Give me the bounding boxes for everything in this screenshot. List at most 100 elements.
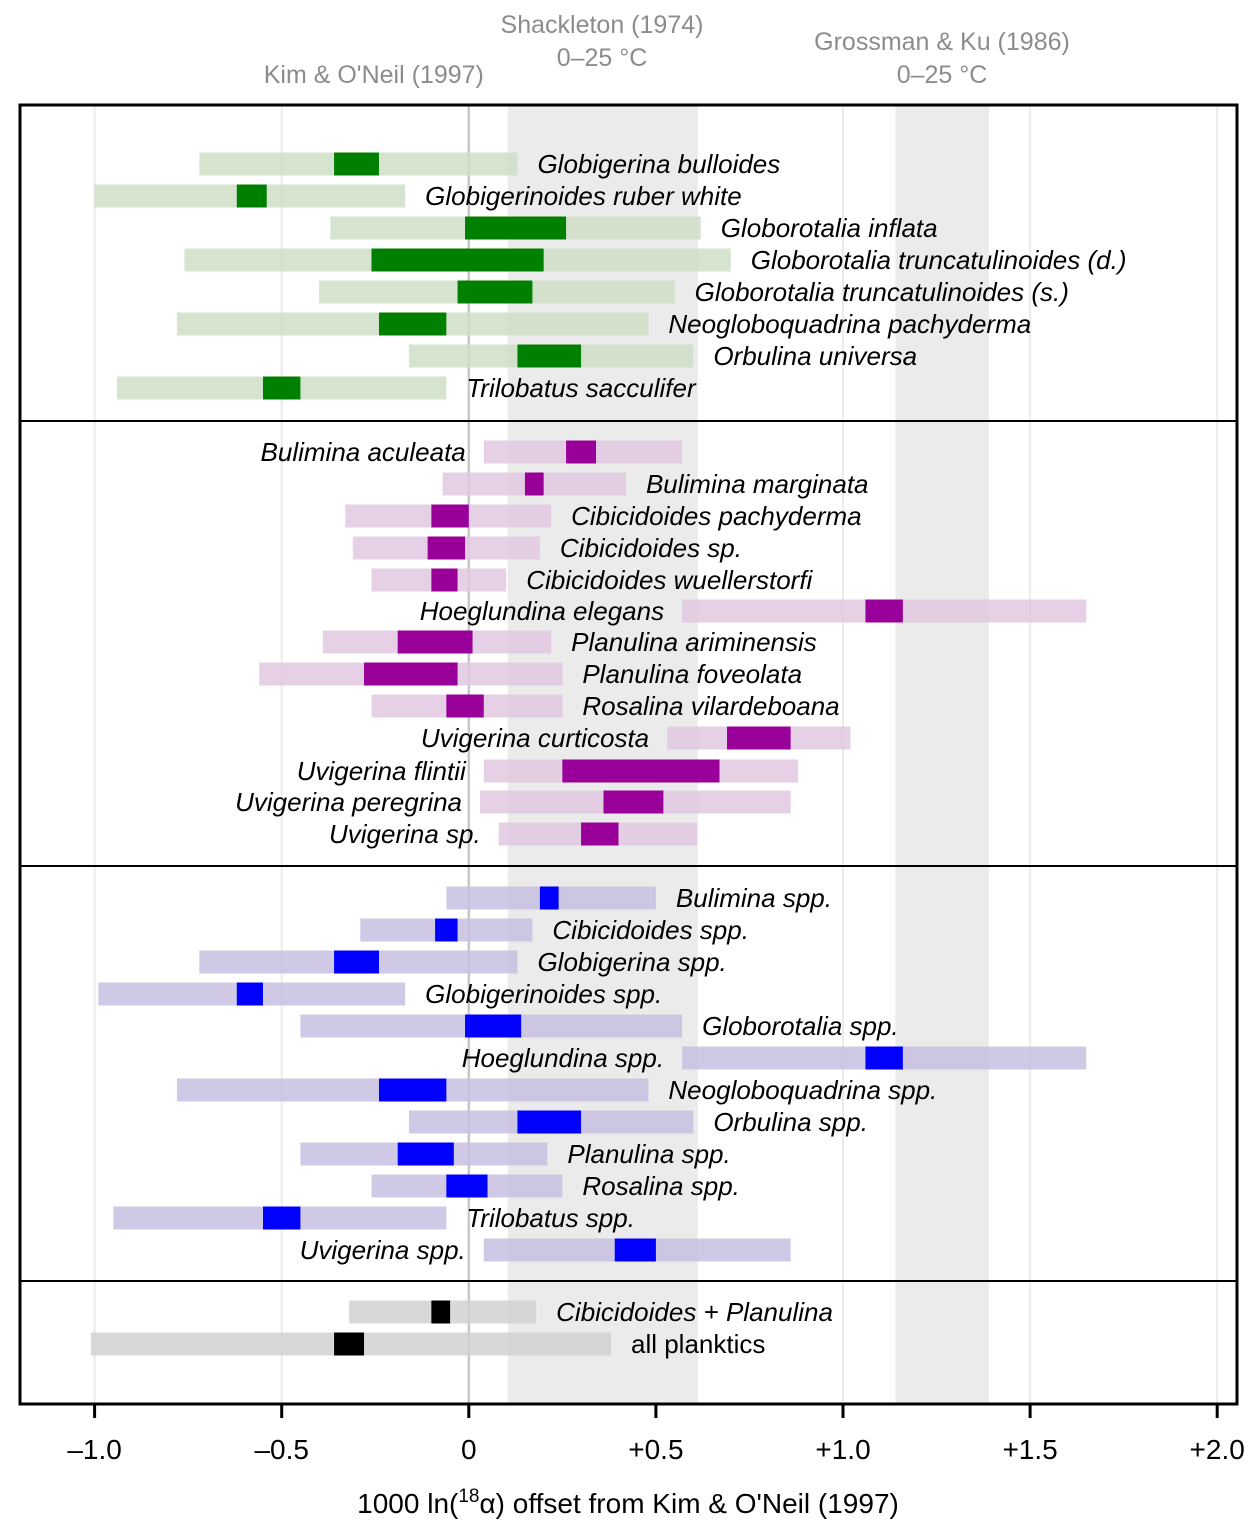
series-label: Trilobatus sacculifer <box>466 373 697 403</box>
series-label: Globigerina spp. <box>537 947 726 977</box>
x-tick-label: +1.5 <box>1002 1434 1057 1465</box>
bar-row-cibicidoides-sp <box>352 536 540 560</box>
inner-range-bar <box>865 599 903 623</box>
inner-range-bar <box>465 216 567 240</box>
inner-range-bar <box>431 504 469 528</box>
inner-range-bar <box>364 662 458 686</box>
inner-range-bar <box>334 152 379 176</box>
bar-row-hoeglundina-elegans <box>682 599 1087 623</box>
inner-range-bar <box>262 1206 301 1230</box>
inner-range-bar <box>397 630 473 654</box>
bar-row-globigerinoides-spp <box>98 982 406 1006</box>
series-label: Trilobatus spp. <box>466 1203 635 1233</box>
inner-range-bar <box>457 280 533 304</box>
inner-range-bar <box>726 726 791 750</box>
series-label: Uvigerina curticosta <box>421 723 649 753</box>
series-label: Hoeglundina elegans <box>420 596 664 626</box>
bar-row-orbulina-spp <box>408 1110 694 1134</box>
series-label: Cibicidoides pachyderma <box>571 501 861 531</box>
bar-row-globorotalia-inflata <box>330 216 701 240</box>
inner-range-bar <box>397 1142 454 1166</box>
inner-range-bar <box>334 1332 365 1356</box>
series-label: Rosalina vilardeboana <box>582 691 839 721</box>
inner-range-bar <box>431 568 458 592</box>
bar-row-bulimina-marginata <box>442 472 626 496</box>
series-label: Orbulina spp. <box>713 1107 868 1137</box>
inner-range-bar <box>614 1238 656 1262</box>
bar-row-cibicidoides-pachyderma <box>345 504 552 528</box>
series-label: Cibicidoides wuellerstorfi <box>526 565 813 595</box>
series-label: Cibicidoides sp. <box>560 533 742 563</box>
series-label: Neogloboquadrina pachyderma <box>668 309 1031 339</box>
inner-range-bar <box>446 1174 488 1198</box>
bar-row-planulina-foveolata <box>259 662 563 686</box>
inner-range-bar <box>236 184 267 208</box>
inner-range-bar <box>371 248 544 272</box>
inner-range-bar <box>539 886 559 910</box>
series-label: Globigerinoides spp. <box>425 979 662 1009</box>
bar-row-globorotalia-truncatulinoides-s <box>319 280 675 304</box>
bar-row-bulimina-spp <box>446 886 656 910</box>
x-tick-label: +2.0 <box>1190 1434 1245 1465</box>
inner-range-bar <box>517 344 582 368</box>
series-label: Globorotalia inflata <box>721 213 938 243</box>
bar-row-neogloboquadrina-pachyderma <box>176 312 649 336</box>
inner-range-bar <box>517 1110 582 1134</box>
series-label: Globorotalia truncatulinoides (d.) <box>751 245 1127 275</box>
plot-frame <box>18 103 1239 1406</box>
series-label: Neogloboquadrina spp. <box>668 1075 937 1105</box>
x-tick-label: 0 <box>461 1434 477 1465</box>
series-label: Hoeglundina spp. <box>462 1043 664 1073</box>
bar-row-neogloboquadrina-spp <box>176 1078 649 1102</box>
x-tick-label: –1.0 <box>67 1434 122 1465</box>
bar-row-bulimina-aculeata <box>483 440 683 464</box>
bar-row-rosalina-vilardeboana <box>371 694 563 718</box>
x-tick-label: –0.5 <box>254 1434 309 1465</box>
inner-range-bar <box>427 536 466 560</box>
bar-row-cibicidoides-planulina <box>349 1300 537 1324</box>
bar-row-hoeglundina-spp <box>682 1046 1087 1070</box>
inner-range-bar <box>431 1300 451 1324</box>
bars <box>90 152 1087 1356</box>
reference-label: Kim & O'Neil (1997) <box>264 61 484 89</box>
inner-range-bar <box>378 312 447 336</box>
series-label: Bulimina spp. <box>676 883 832 913</box>
series-label: Bulimina marginata <box>646 469 869 499</box>
bar-row-globigerinoides-ruber-white <box>94 184 406 208</box>
bar-row-planulina-ariminensis <box>322 630 552 654</box>
reference-labels: Kim & O'Neil (1997) Shackleton (1974) 0–25… <box>264 11 1070 89</box>
bar-row-uvigerina-flintii <box>483 759 799 783</box>
bar-row-globorotalia-truncatulinoides-d <box>184 248 731 272</box>
bar-row-globigerina-bulloides <box>199 152 518 176</box>
inner-range-bar <box>334 950 379 974</box>
inner-range-bar <box>581 822 619 846</box>
reference-label: Grossman & Ku (1986) <box>814 28 1070 56</box>
inner-range-bar <box>524 472 544 496</box>
series-label: Uvigerina sp. <box>329 819 481 849</box>
bar-row-uvigerina-peregrina <box>480 790 791 814</box>
reference-label: Shackleton (1974) <box>501 11 704 39</box>
inner-range-bar <box>236 982 263 1006</box>
series-label: Cibicidoides + Planulina <box>556 1297 833 1327</box>
series-label: Globigerinoides ruber white <box>425 181 742 211</box>
plot-border <box>18 103 1239 1406</box>
series-label: Rosalina spp. <box>582 1171 740 1201</box>
inner-range-bar <box>865 1046 903 1070</box>
bar-row-uvigerina-sp <box>498 822 698 846</box>
inner-range-bar <box>378 1078 447 1102</box>
series-label: Uvigerina spp. <box>300 1235 466 1265</box>
series-label: all planktics <box>631 1329 765 1359</box>
bar-row-rosalina-spp <box>371 1174 563 1198</box>
bar-row-planulina-spp <box>300 1142 548 1166</box>
inner-range-bar <box>566 440 597 464</box>
inner-range-bar <box>435 918 458 942</box>
series-label: Planulina spp. <box>567 1139 730 1169</box>
bar-row-orbulina-universa <box>408 344 694 368</box>
bar-row-trilobatus-spp <box>113 1206 447 1230</box>
x-tick-label: +0.5 <box>628 1434 683 1465</box>
series-label: Globorotalia truncatulinoides (s.) <box>695 277 1069 307</box>
series-label: Globigerina bulloides <box>537 149 780 179</box>
inner-range-bar <box>262 376 301 400</box>
series-label: Uvigerina peregrina <box>235 787 462 817</box>
